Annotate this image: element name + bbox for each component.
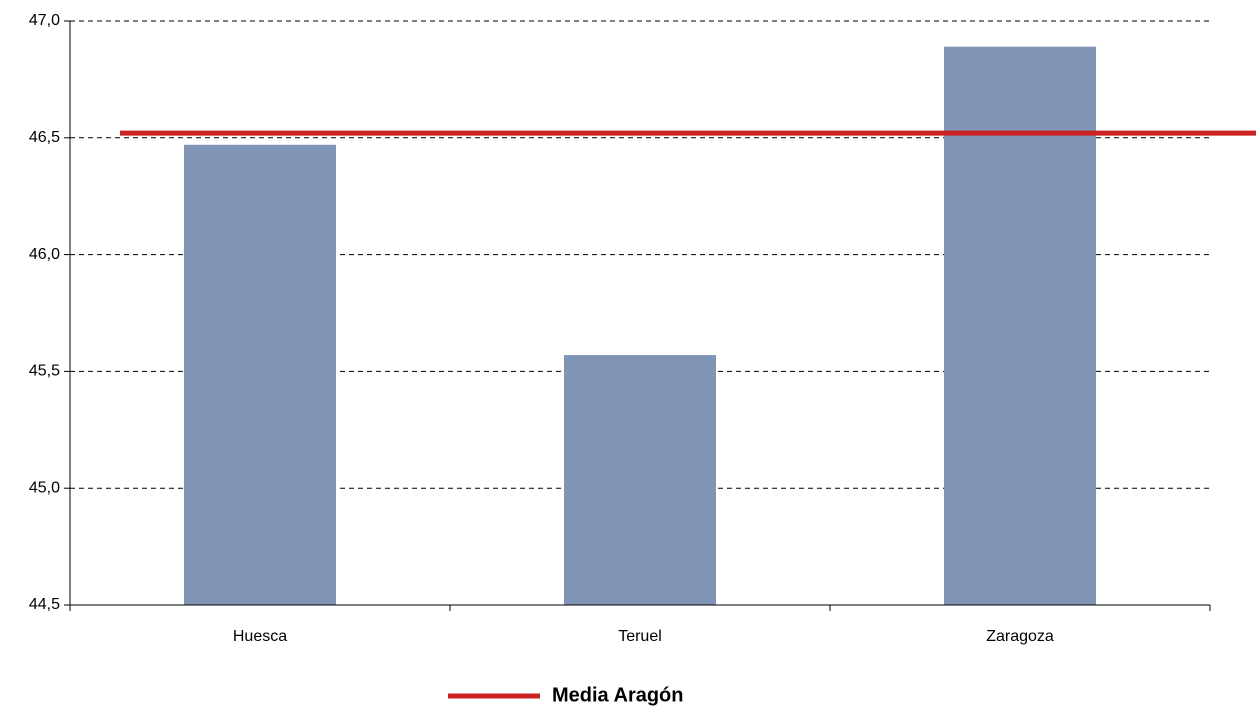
bar [944, 46, 1096, 606]
y-tick-label: 46,0 [29, 246, 60, 263]
y-tick-label: 45,0 [29, 479, 60, 496]
x-tick-label: Teruel [618, 628, 662, 645]
y-tick-label: 45,5 [29, 363, 60, 380]
x-tick-label: Huesca [233, 628, 287, 645]
legend-label: Media Aragón [552, 684, 684, 706]
bar [564, 355, 716, 605]
x-tick-label: Zaragoza [986, 628, 1054, 645]
bar [184, 144, 336, 606]
y-tick-label: 44,5 [29, 596, 60, 613]
y-tick-label: 46,5 [29, 129, 60, 146]
y-tick-label: 47,0 [29, 12, 60, 29]
